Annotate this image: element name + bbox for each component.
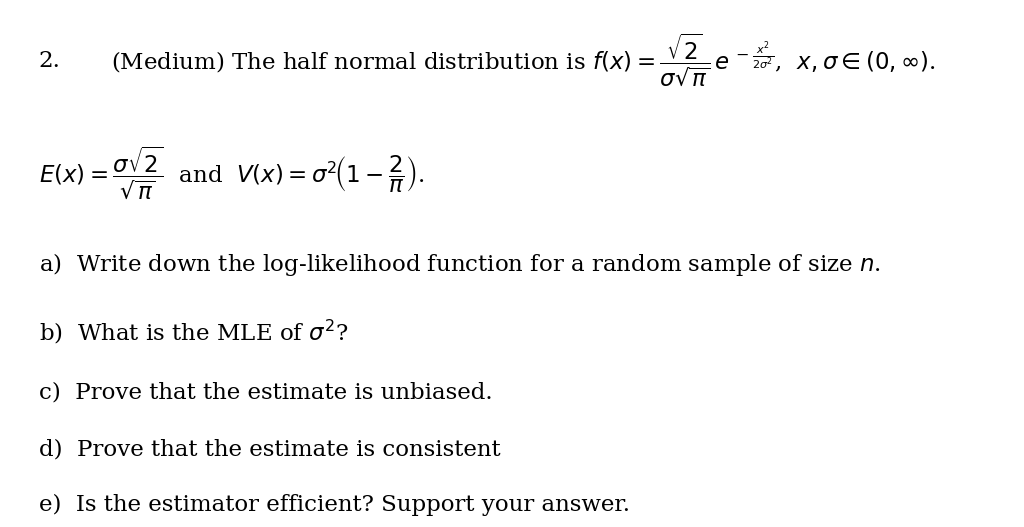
Text: $E(x) = \dfrac{\sigma\sqrt{2}}{\sqrt{\pi}}$  and  $V(x) = \sigma^2\!\left(1 - \d: $E(x) = \dfrac{\sigma\sqrt{2}}{\sqrt{\pi… [39,145,424,202]
Text: (Medium) The half normal distribution is $f(x) = \dfrac{\sqrt{2}}{\sigma\sqrt{\p: (Medium) The half normal distribution is… [111,32,935,89]
Text: d)  Prove that the estimate is consistent: d) Prove that the estimate is consistent [39,438,501,460]
Text: 2.: 2. [39,50,60,72]
Text: c)  Prove that the estimate is unbiased.: c) Prove that the estimate is unbiased. [39,382,493,404]
Text: b)  What is the MLE of $\sigma^2$?: b) What is the MLE of $\sigma^2$? [39,318,348,346]
Text: a)  Write down the log-likelihood function for a random sample of size $n$.: a) Write down the log-likelihood functio… [39,251,881,278]
Text: e)  Is the estimator efficient? Support your answer.: e) Is the estimator efficient? Support y… [39,494,630,516]
